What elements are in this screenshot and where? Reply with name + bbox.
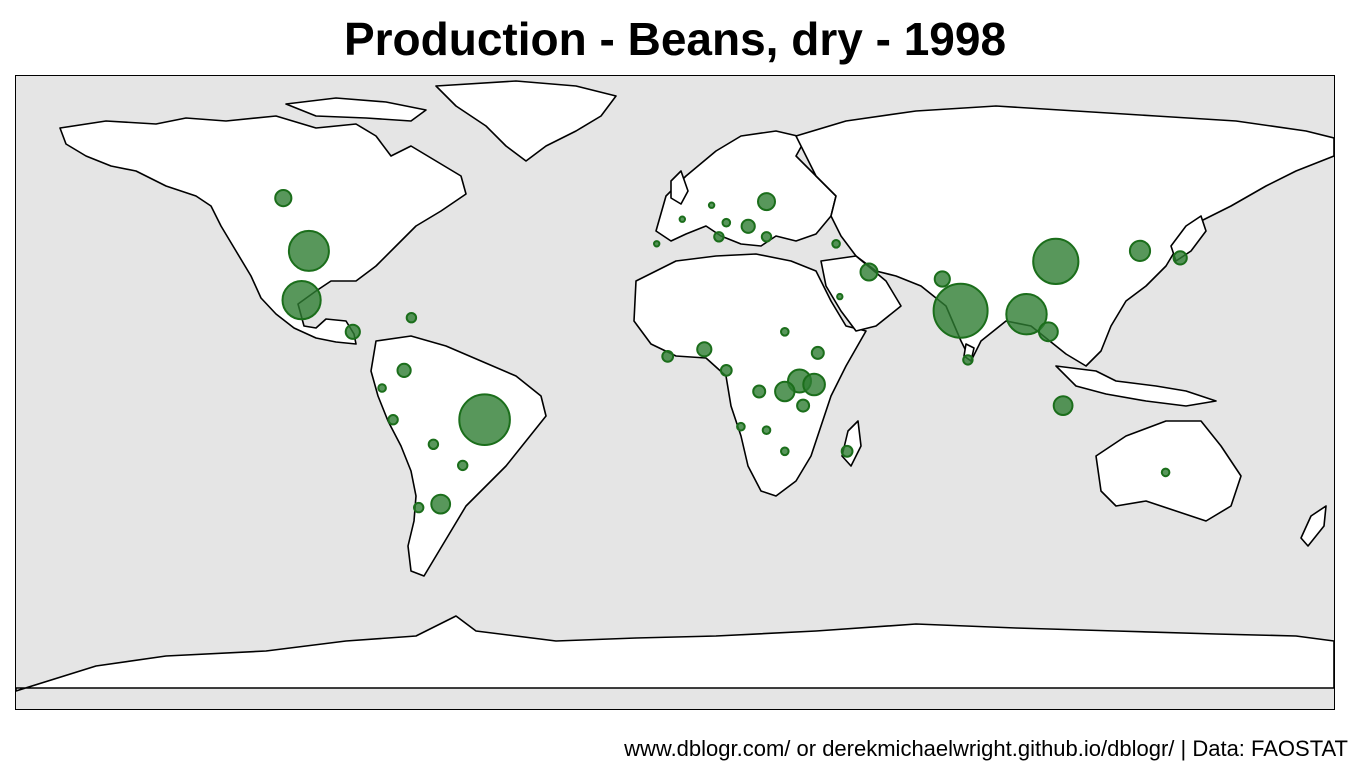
production-bubble <box>1160 467 1171 478</box>
production-bubble <box>413 501 425 514</box>
land-uk <box>670 170 689 205</box>
land-greenland <box>435 80 617 162</box>
production-bubble <box>458 393 511 447</box>
production-bubble <box>932 282 989 339</box>
production-bubble <box>405 312 418 324</box>
production-bubble <box>427 438 440 450</box>
production-bubble <box>810 345 825 360</box>
map-title: Production - Beans, dry - 1998 <box>343 13 1007 65</box>
production-bubble <box>377 383 387 393</box>
production-bubble <box>1172 250 1188 266</box>
production-bubble <box>387 414 399 426</box>
production-bubble <box>1052 395 1074 417</box>
production-bubble <box>962 354 974 366</box>
production-bubble <box>1128 239 1152 262</box>
production-bubble <box>287 229 330 272</box>
production-bubble <box>281 280 322 321</box>
production-bubble <box>761 425 772 436</box>
production-bubble <box>678 215 686 223</box>
production-bubble <box>760 231 773 243</box>
production-bubble <box>721 217 732 228</box>
source-caption: www.dblogr.com/ or derekmichaelwright.gi… <box>624 736 1348 761</box>
land-arctic-islands <box>285 97 427 122</box>
production-bubble <box>653 240 661 248</box>
land-north-america <box>59 115 467 345</box>
production-bubble <box>430 493 452 515</box>
production-bubble <box>802 372 826 397</box>
production-bubble <box>840 444 854 458</box>
production-bubble <box>752 384 767 399</box>
production-bubble <box>1032 237 1080 285</box>
production-bubble <box>396 362 412 378</box>
land-antarctica <box>16 615 1334 692</box>
landmasses <box>16 80 1334 692</box>
production-bubble <box>274 189 293 208</box>
production-bubble <box>774 380 796 403</box>
production-bubble <box>719 364 733 377</box>
production-bubble <box>344 323 361 340</box>
production-bubble <box>1005 293 1048 336</box>
production-bubble <box>796 398 811 413</box>
production-bubble <box>1038 321 1059 343</box>
production-bubble <box>661 350 675 363</box>
production-bubble <box>736 421 746 432</box>
world-map-svg <box>16 80 1334 692</box>
production-bubble <box>831 239 841 249</box>
world-map-panel <box>15 75 1335 710</box>
production-bubbles <box>274 189 1188 515</box>
production-bubble <box>780 327 790 337</box>
production-bubble <box>836 292 844 301</box>
land-africa <box>633 253 867 497</box>
production-bubble <box>859 262 879 282</box>
production-bubble <box>707 201 716 209</box>
land-indonesia <box>1055 365 1217 407</box>
production-bubble <box>780 446 790 457</box>
production-bubble <box>933 270 951 288</box>
production-bubble <box>457 459 469 472</box>
land-new-zealand <box>1300 505 1327 547</box>
production-bubble <box>740 218 756 234</box>
land-madagascar <box>841 420 862 467</box>
production-bubble <box>713 231 725 243</box>
production-bubble <box>757 192 776 212</box>
land-south-america <box>370 335 547 577</box>
land-asia <box>795 105 1334 367</box>
production-bubble <box>696 341 713 358</box>
